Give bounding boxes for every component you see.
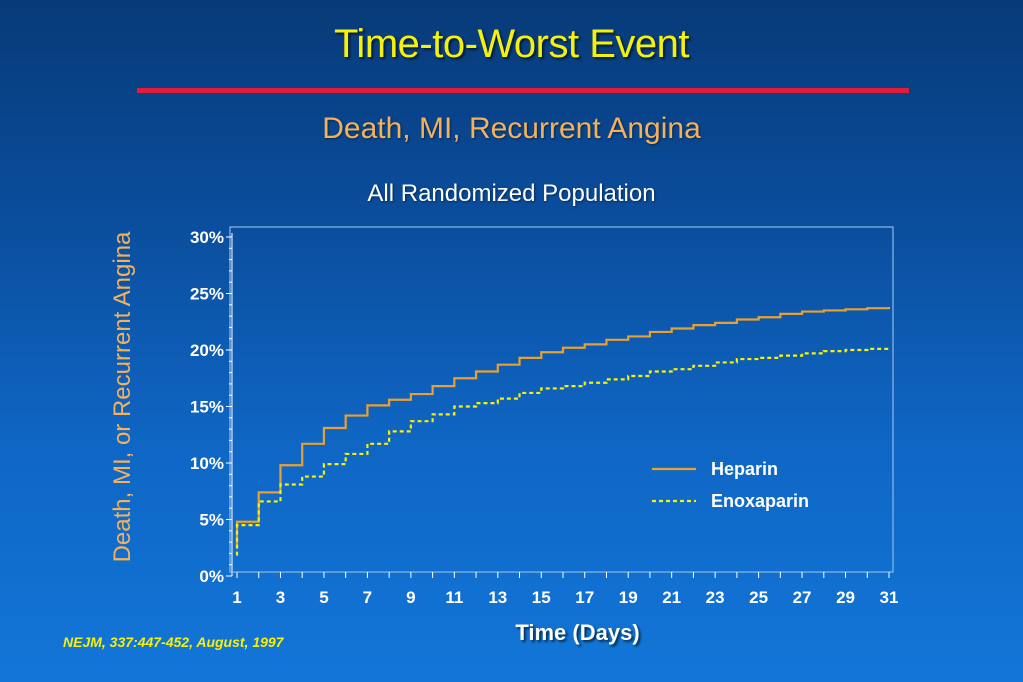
x-tick-label: 15	[532, 588, 551, 607]
x-tick-label: 1	[232, 588, 241, 607]
y-axis: 0% 5% 10% 15% 20% 25% 30%	[190, 228, 233, 586]
x-axis-label: Time (Days)	[515, 620, 640, 645]
legend-label-heparin: Heparin	[711, 459, 778, 479]
x-tick-label: 5	[319, 588, 328, 607]
x-tick-label: 19	[619, 588, 638, 607]
y-tick-label: 25%	[190, 285, 224, 304]
x-tick-label: 7	[363, 588, 372, 607]
x-tick-label: 31	[880, 588, 899, 607]
slide-title: Time-to-Worst Event	[333, 22, 690, 66]
legend: Heparin Enoxaparin	[652, 459, 809, 511]
x-tick-label: 23	[706, 588, 725, 607]
citation: NEJM, 337:447-452, August, 1997	[63, 634, 284, 650]
x-tick-label: 27	[793, 588, 812, 607]
y-tick-label: 0%	[199, 567, 224, 586]
chart-title: All Randomized Population	[367, 180, 656, 207]
slide-subtitle: Death, MI, Recurrent Angina	[322, 112, 701, 145]
x-tick-label: 11	[445, 588, 463, 607]
series-layer	[235, 307, 891, 556]
x-tick-label: 13	[488, 588, 507, 607]
x-tick-label: 17	[575, 588, 594, 607]
y-tick-label: 15%	[190, 398, 224, 417]
y-tick-label: 10%	[190, 454, 224, 473]
x-axis: 1 3 5 7 9 11 13 15 17 19 21 23 25 27 29 31	[230, 571, 899, 607]
x-tick-label: 29	[836, 588, 855, 607]
y-tick-label: 20%	[190, 341, 224, 360]
x-tick-label: 3	[276, 588, 285, 607]
series-line-enoxaparin	[235, 347, 891, 556]
y-tick-label: 5%	[199, 511, 224, 530]
x-tick-label: 25	[749, 588, 768, 607]
plot-frame	[229, 226, 894, 573]
title-underline	[137, 88, 909, 93]
series-line-heparin	[235, 307, 891, 548]
x-tick-label: 21	[662, 588, 681, 607]
y-tick-label: 30%	[190, 228, 224, 247]
legend-label-enoxaparin: Enoxaparin	[711, 491, 809, 511]
x-tick-label: 9	[406, 588, 415, 607]
